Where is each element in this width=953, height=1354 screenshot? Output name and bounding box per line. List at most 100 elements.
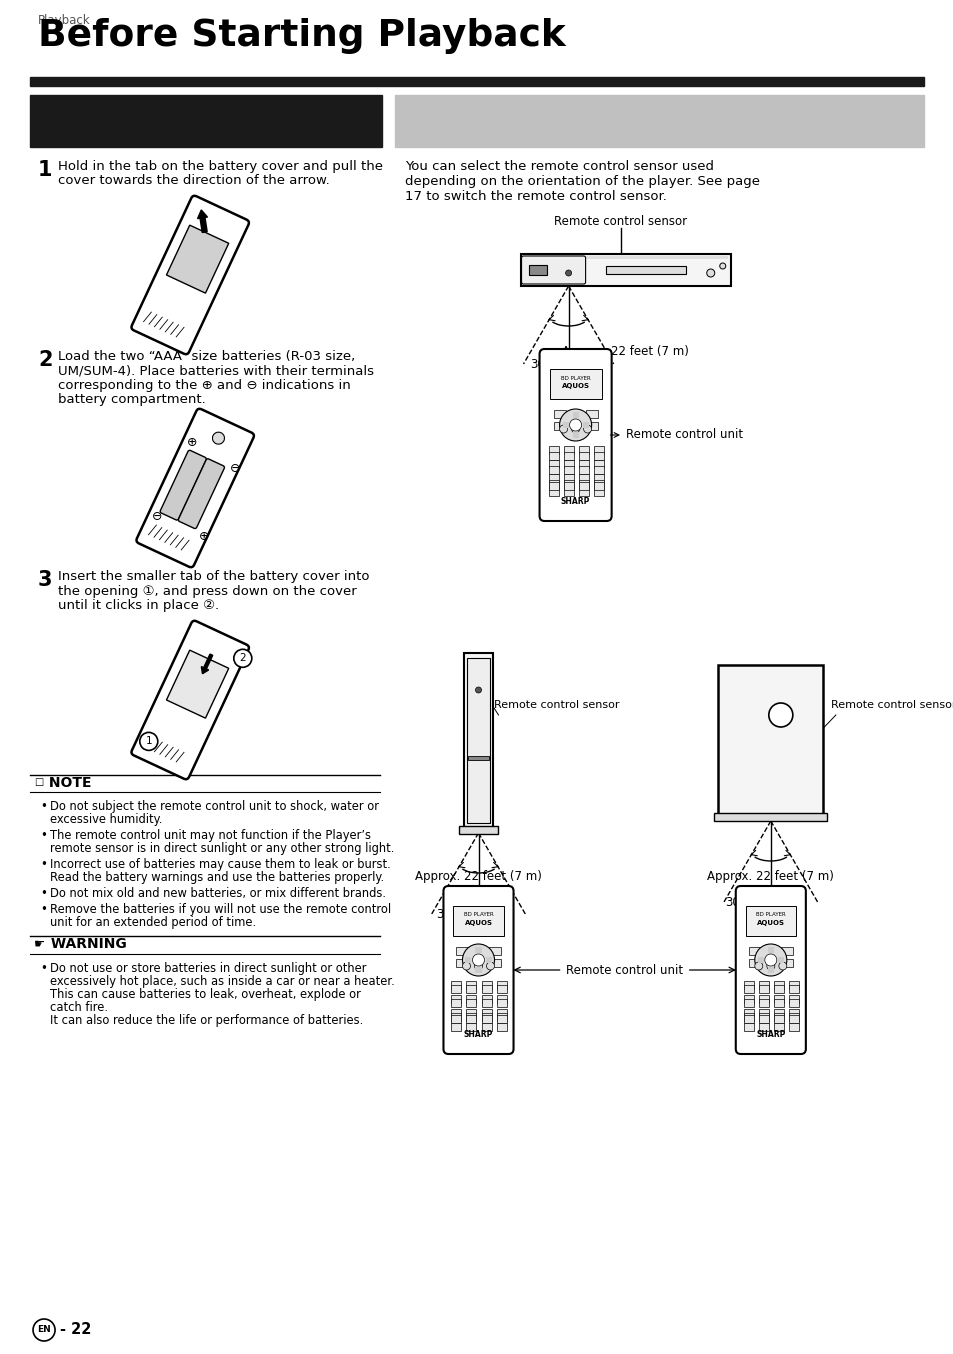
- Text: until it clicks in place ②.: until it clicks in place ②.: [58, 598, 219, 612]
- Bar: [578, 481, 588, 487]
- Text: - 22: - 22: [60, 1323, 91, 1338]
- Bar: [773, 982, 783, 988]
- Bar: [764, 946, 776, 955]
- Bar: [466, 1013, 476, 1021]
- Bar: [563, 482, 573, 490]
- Bar: [481, 984, 491, 992]
- Text: Remote control sensor: Remote control sensor: [493, 700, 618, 709]
- Text: SHARP: SHARP: [756, 1030, 784, 1039]
- Bar: [488, 959, 500, 967]
- Bar: [563, 481, 573, 487]
- Circle shape: [719, 263, 725, 269]
- Text: Do not mix old and new batteries, or mix different brands.: Do not mix old and new batteries, or mix…: [50, 887, 386, 900]
- Bar: [767, 967, 773, 974]
- Bar: [496, 1016, 506, 1024]
- Bar: [453, 906, 503, 936]
- Text: Read the battery warnings and use the batteries properly.: Read the battery warnings and use the ba…: [50, 871, 384, 884]
- Bar: [743, 1009, 753, 1017]
- Bar: [743, 982, 753, 988]
- Bar: [553, 410, 565, 418]
- Text: The remote control unit may not function if the Player’s: The remote control unit may not function…: [50, 829, 371, 842]
- Circle shape: [766, 961, 774, 969]
- Bar: [758, 1009, 768, 1017]
- Bar: [563, 487, 573, 496]
- Bar: [748, 959, 760, 967]
- Text: AQUOS: AQUOS: [464, 919, 492, 926]
- Text: Remote control sensor: Remote control sensor: [554, 215, 686, 227]
- Circle shape: [213, 432, 224, 444]
- Bar: [773, 1016, 783, 1024]
- Bar: [743, 1013, 753, 1021]
- FancyBboxPatch shape: [178, 459, 224, 528]
- Circle shape: [583, 425, 591, 433]
- Text: Remote Control: Remote Control: [40, 125, 187, 144]
- Bar: [788, 1024, 798, 1030]
- FancyArrow shape: [201, 654, 213, 674]
- FancyBboxPatch shape: [539, 349, 611, 521]
- Bar: [758, 1013, 768, 1021]
- Text: remote sensor is in direct sunlight or any other strong light.: remote sensor is in direct sunlight or a…: [50, 842, 394, 854]
- Bar: [451, 1009, 461, 1017]
- Bar: [578, 445, 588, 454]
- Text: BD PLAYER: BD PLAYER: [560, 375, 590, 380]
- Circle shape: [768, 703, 792, 727]
- Bar: [456, 946, 468, 955]
- Bar: [569, 422, 581, 431]
- Text: Load the two “AAA” size batteries (R-03 size,: Load the two “AAA” size batteries (R-03 …: [58, 349, 355, 363]
- Bar: [593, 452, 603, 460]
- Bar: [548, 452, 558, 460]
- Bar: [764, 959, 776, 967]
- Text: unit for an extended period of time.: unit for an extended period of time.: [50, 917, 256, 929]
- Bar: [593, 482, 603, 490]
- Bar: [451, 999, 461, 1007]
- Bar: [166, 650, 229, 718]
- Bar: [456, 959, 468, 967]
- Circle shape: [462, 944, 494, 976]
- Text: 30°: 30°: [576, 357, 597, 371]
- Bar: [773, 1024, 783, 1030]
- Bar: [496, 1024, 506, 1030]
- Bar: [481, 1024, 491, 1030]
- Text: ⊕: ⊕: [198, 529, 209, 543]
- Bar: [743, 1016, 753, 1024]
- Bar: [548, 487, 558, 496]
- Text: Insert the smaller tab of the battery cover into: Insert the smaller tab of the battery co…: [58, 570, 369, 584]
- Text: Remote control unit: Remote control unit: [610, 428, 742, 441]
- Bar: [451, 1016, 461, 1024]
- FancyBboxPatch shape: [136, 409, 253, 567]
- Circle shape: [462, 961, 470, 969]
- Text: cover towards the direction of the arrow.: cover towards the direction of the arrow…: [58, 175, 330, 187]
- Text: Approx. 22 feet (7 m): Approx. 22 feet (7 m): [415, 871, 541, 883]
- Bar: [451, 1024, 461, 1030]
- Text: Before Starting Playback: Before Starting Playback: [38, 18, 565, 54]
- Bar: [593, 487, 603, 496]
- Circle shape: [565, 269, 571, 276]
- Text: WARNING: WARNING: [46, 937, 127, 951]
- Text: Remote control unit: Remote control unit: [565, 964, 682, 976]
- Text: 3: 3: [38, 570, 52, 590]
- Text: remote control: remote control: [408, 125, 548, 144]
- Bar: [549, 370, 601, 399]
- FancyBboxPatch shape: [132, 620, 249, 779]
- Text: UM/SUM-4). Place batteries with their terminals: UM/SUM-4). Place batteries with their te…: [58, 364, 374, 378]
- Bar: [593, 481, 603, 487]
- Bar: [593, 474, 603, 482]
- Circle shape: [764, 955, 776, 965]
- Text: excessively hot place, such as inside a car or near a heater.: excessively hot place, such as inside a …: [50, 975, 395, 988]
- Bar: [548, 482, 558, 490]
- Circle shape: [559, 425, 567, 433]
- Bar: [472, 959, 484, 967]
- Text: •: •: [40, 903, 47, 917]
- Text: •: •: [40, 829, 47, 842]
- Bar: [758, 1016, 768, 1024]
- FancyBboxPatch shape: [132, 196, 249, 355]
- Circle shape: [559, 409, 591, 441]
- Text: SHARP: SHARP: [560, 497, 590, 506]
- Bar: [582, 422, 588, 428]
- Text: battery compartment.: battery compartment.: [58, 394, 206, 406]
- Text: This can cause batteries to leak, overheat, explode or: This can cause batteries to leak, overhe…: [50, 988, 360, 1001]
- Bar: [605, 265, 685, 274]
- Text: Remove the batteries if you will not use the remote control: Remove the batteries if you will not use…: [50, 903, 391, 917]
- Bar: [548, 466, 558, 474]
- Text: AQUOS: AQUOS: [756, 919, 784, 926]
